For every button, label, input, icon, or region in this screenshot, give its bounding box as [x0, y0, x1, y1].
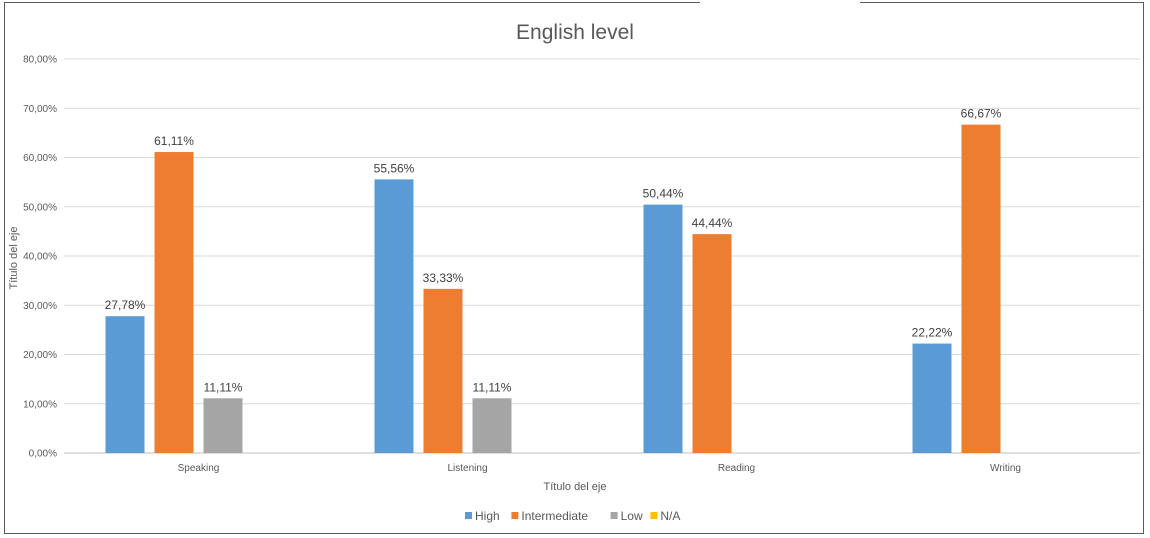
bar-intermediate-writing [961, 124, 1001, 453]
legend-label: N/A [660, 509, 680, 523]
data-label: 55,56% [374, 161, 415, 175]
y-axis-ticks: 0,00% 10,00% 20,00% 30,00% 40,00% 50,00% 60,00… [23, 55, 57, 460]
y-tick-label: 70,00% [23, 104, 57, 115]
y-tick-label: 40,00% [23, 252, 57, 263]
data-label: 27,78% [105, 298, 146, 312]
x-axis-title: Título del eje [544, 481, 607, 493]
data-label: 11,11% [204, 380, 243, 394]
bar-intermediate-reading [692, 234, 732, 453]
legend-label: Low [621, 509, 643, 523]
data-label: 50,44% [643, 187, 684, 201]
bar-high-reading [643, 204, 683, 453]
x-axis-ticks: Speaking Listening Reading Writing [178, 463, 1021, 474]
bar-low-speaking [203, 398, 243, 453]
legend-swatch [465, 512, 472, 519]
y-tick-label: 50,00% [23, 202, 57, 213]
legend-swatch [511, 512, 519, 519]
y-axis-title: Título del eje [8, 227, 20, 290]
legend: High Intermediate Low N/A [465, 509, 680, 523]
bars [105, 124, 1001, 453]
data-label: 11,11% [473, 380, 512, 394]
data-label: 61,11% [154, 134, 194, 148]
bar-intermediate-listening [423, 288, 463, 453]
grid-lines [64, 58, 1140, 454]
legend-swatch [610, 512, 618, 519]
y-tick-label: 80,00% [23, 55, 57, 66]
y-tick-label: 0,00% [29, 449, 57, 460]
y-tick-label: 20,00% [23, 350, 57, 361]
x-tick-label: Writing [990, 463, 1021, 474]
x-tick-label: Speaking [178, 463, 220, 474]
bar-low-listening [472, 398, 512, 453]
data-labels: 27,78% 61,11% 11,11% 55,56% 33,33% 11,11% 50,4… [105, 107, 1002, 395]
chart-title: English level [516, 21, 634, 44]
bar-intermediate-speaking [154, 152, 194, 453]
bar-high-writing [912, 343, 952, 453]
y-tick-label: 60,00% [23, 153, 57, 164]
bar-high-listening [374, 179, 414, 453]
data-label: 44,44% [692, 216, 733, 230]
legend-swatch [650, 512, 658, 519]
y-tick-label: 10,00% [23, 399, 57, 410]
legend-label: Intermediate [521, 509, 588, 523]
chart-frame [4, 2, 1144, 534]
data-label: 33,33% [423, 271, 464, 285]
data-label: 66,67% [961, 107, 1002, 121]
legend-label: High [475, 509, 500, 523]
x-tick-label: Reading [718, 463, 755, 474]
y-tick-label: 30,00% [23, 301, 57, 312]
x-tick-label: Listening [447, 463, 487, 474]
cut-off-header [700, 0, 860, 4]
data-label: 22,22% [912, 326, 953, 340]
bar-high-speaking [105, 316, 145, 453]
